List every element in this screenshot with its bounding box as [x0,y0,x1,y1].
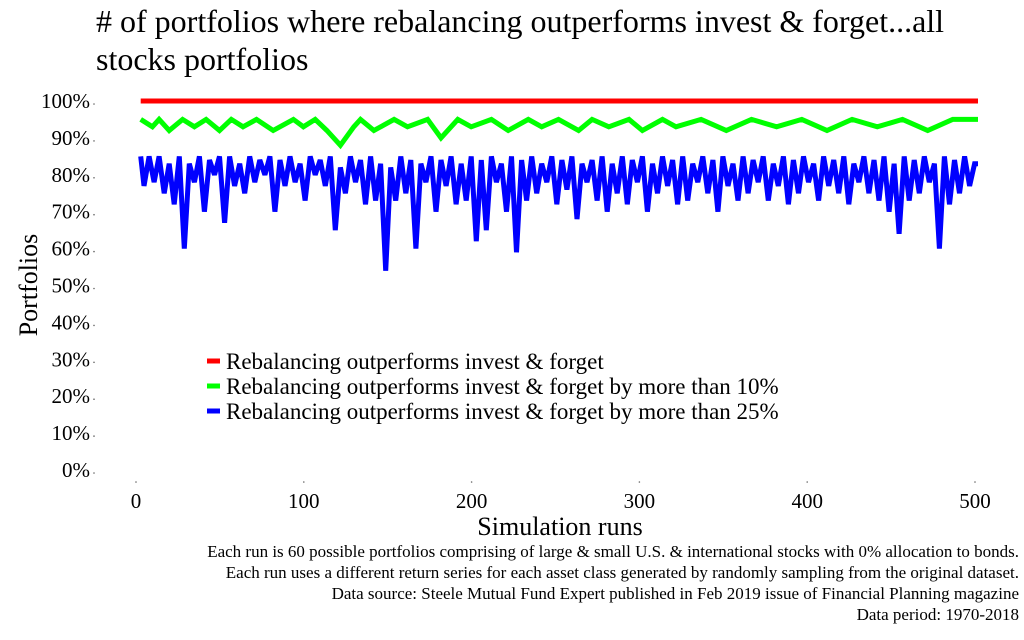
footer-note-3: Data source: Steele Mutual Fund Expert p… [207,583,1019,604]
x-tick-mark [471,481,473,483]
y-tick-mark [93,103,95,105]
x-tick-mark [806,481,808,483]
y-tick-mark [93,251,95,253]
series-line-2 [141,119,978,145]
x-tick-mark [639,481,641,483]
x-tick-label: 500 [959,489,991,513]
x-tick-mark [303,481,305,483]
y-tick-mark [93,362,95,364]
legend-label: Rebalancing outperforms invest & forget … [226,374,779,399]
x-tick-mark [135,481,137,483]
series-line-3 [141,156,978,270]
plot-series [141,101,978,271]
y-tick-label: 100% [41,89,90,113]
x-tick-mark [974,481,976,483]
x-axis: 0 100 200 300 400 500 [131,481,991,513]
y-tick-mark [93,398,95,400]
legend-label: Rebalancing outperforms invest & forget [226,349,604,374]
y-tick-mark [93,435,95,437]
y-tick-mark [93,472,95,474]
x-tick-label: 300 [624,489,656,513]
y-tick-label: 0% [62,458,90,482]
y-axis: 0% 10% 20% 30% 40% 50% 60% 70% 80% 90% 100% [41,89,95,482]
y-tick-label: 60% [52,237,91,261]
y-tick-label: 30% [52,347,91,371]
y-tick-mark [93,288,95,290]
x-tick-label: 0 [131,489,142,513]
legend-label: Rebalancing outperforms invest & forget … [226,399,779,424]
y-tick-mark [93,177,95,179]
footer-note-4: Data period: 1970-2018 [207,604,1019,625]
y-tick-mark [93,325,95,327]
footer-notes: Each run is 60 possible portfolios compr… [207,541,1019,625]
footer-note-1: Each run is 60 possible portfolios compr… [207,541,1019,562]
y-tick-label: 80% [52,163,91,187]
x-tick-label: 200 [456,489,488,513]
y-tick-label: 50% [52,274,91,298]
y-tick-mark [93,140,95,142]
x-axis-label: Simulation runs [477,512,642,541]
footer-note-2: Each run uses a different return series … [207,562,1019,583]
x-tick-label: 100 [288,489,320,513]
y-tick-mark [93,214,95,216]
y-tick-label: 10% [52,421,91,445]
y-tick-label: 70% [52,200,91,224]
y-tick-label: 20% [52,384,91,408]
y-tick-label: 40% [52,310,91,334]
legend: Rebalancing outperforms invest & forgetR… [207,349,779,424]
y-tick-label: 90% [52,126,91,150]
x-tick-label: 400 [791,489,823,513]
